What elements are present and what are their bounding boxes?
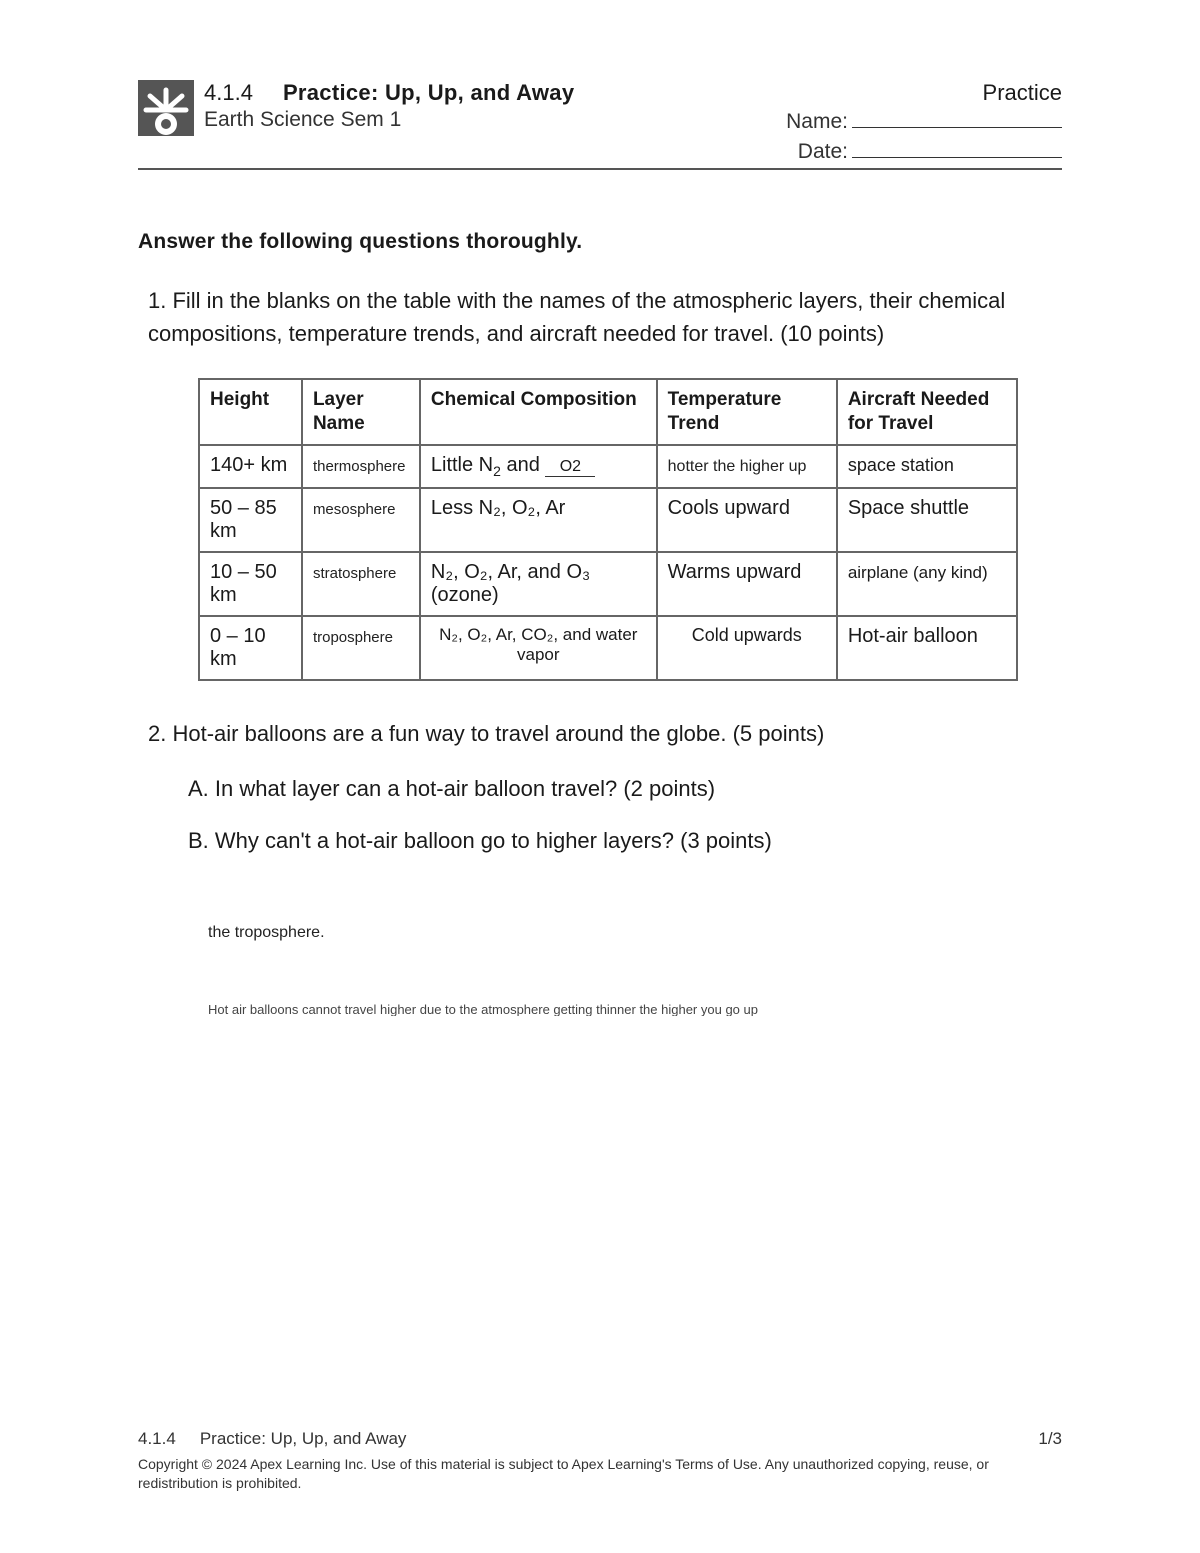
q2a-answer[interactable]: the troposphere.	[208, 924, 1052, 942]
q2-text: 2. Hot-air balloons are a fun way to tra…	[148, 717, 1052, 750]
course-name: Earth Science Sem 1	[204, 108, 401, 168]
cell-chem: Little N2 and O2	[420, 445, 657, 488]
copyright-text: Copyright © 2024 Apex Learning Inc. Use …	[138, 1455, 1062, 1493]
worksheet-page: 4.1.4 Practice: Up, Up, and Away Practic…	[0, 0, 1200, 1553]
col-aircraft: Aircraft Needed for Travel	[837, 379, 1017, 445]
cell-chem[interactable]: N₂, O₂, Ar, CO₂, and water vapor	[420, 616, 657, 680]
col-height: Height	[199, 379, 302, 445]
table-row: 0 – 10 km troposphere N₂, O₂, Ar, CO₂, a…	[199, 616, 1017, 680]
question-2: 2. Hot-air balloons are a fun way to tra…	[138, 717, 1062, 1016]
cell-aircraft[interactable]: airplane (any kind)	[837, 552, 1017, 616]
cell-chem: Less N₂, O₂, Ar	[420, 488, 657, 552]
col-chem: Chemical Composition	[420, 379, 657, 445]
q2a: A. In what layer can a hot-air balloon t…	[188, 776, 1052, 802]
name-input-line[interactable]	[852, 108, 1062, 128]
table-header-row: Height Layer Name Chemical Composition T…	[199, 379, 1017, 445]
date-label: Date:	[798, 140, 852, 164]
atmosphere-table: Height Layer Name Chemical Composition T…	[198, 378, 1018, 681]
cell-temp[interactable]: Cold upwards	[657, 616, 837, 680]
table-row: 10 – 50 km stratosphere N₂, O₂, Ar, and …	[199, 552, 1017, 616]
date-input-line[interactable]	[852, 138, 1062, 158]
cell-height: 10 – 50 km	[199, 552, 302, 616]
cell-aircraft: Hot-air balloon	[837, 616, 1017, 680]
footer-title: Practice: Up, Up, and Away	[200, 1429, 407, 1449]
name-label: Name:	[786, 110, 852, 134]
apex-logo-icon	[138, 80, 194, 136]
cell-height: 0 – 10 km	[199, 616, 302, 680]
chem-fill-blank[interactable]: O2	[545, 458, 595, 477]
header: 4.1.4 Practice: Up, Up, and Away Practic…	[138, 80, 1062, 170]
worksheet-title: Practice: Up, Up, and Away	[283, 80, 574, 106]
col-layer: Layer Name	[302, 379, 420, 445]
cell-temp: Cools upward	[657, 488, 837, 552]
instruction-heading: Answer the following questions thoroughl…	[138, 230, 1062, 254]
cell-height: 140+ km	[199, 445, 302, 488]
footer-section-number: 4.1.4	[138, 1429, 176, 1449]
name-date-block: Name: Date:	[786, 108, 1062, 168]
q2b: B. Why can't a hot-air balloon go to hig…	[188, 828, 1052, 854]
cell-height: 50 – 85 km	[199, 488, 302, 552]
cell-aircraft: Space shuttle	[837, 488, 1017, 552]
table-row: 140+ km thermosphere Little N2 and O2 ho…	[199, 445, 1017, 488]
q1-text: 1. Fill in the blanks on the table with …	[148, 284, 1052, 350]
page-number: 1/3	[1038, 1429, 1062, 1449]
cell-layer[interactable]: stratosphere	[302, 552, 420, 616]
cell-temp[interactable]: hotter the higher up	[657, 445, 837, 488]
cell-temp: Warms upward	[657, 552, 837, 616]
page-footer: 4.1.4 Practice: Up, Up, and Away 1/3 Cop…	[138, 1429, 1062, 1493]
table-row: 50 – 85 km mesosphere Less N₂, O₂, Ar Co…	[199, 488, 1017, 552]
cell-layer[interactable]: mesosphere	[302, 488, 420, 552]
q2b-answer[interactable]: Hot air balloons cannot travel higher du…	[208, 1002, 1052, 1016]
col-temp: Temperature Trend	[657, 379, 837, 445]
header-text: 4.1.4 Practice: Up, Up, and Away Practic…	[204, 80, 1062, 168]
cell-layer[interactable]: thermosphere	[302, 445, 420, 488]
question-1: 1. Fill in the blanks on the table with …	[138, 284, 1062, 681]
cell-aircraft[interactable]: space station	[837, 445, 1017, 488]
cell-layer[interactable]: troposphere	[302, 616, 420, 680]
cell-chem: N₂, O₂, Ar, and O₃ (ozone)	[420, 552, 657, 616]
type-label: Practice	[983, 80, 1062, 106]
section-number: 4.1.4	[204, 80, 253, 106]
